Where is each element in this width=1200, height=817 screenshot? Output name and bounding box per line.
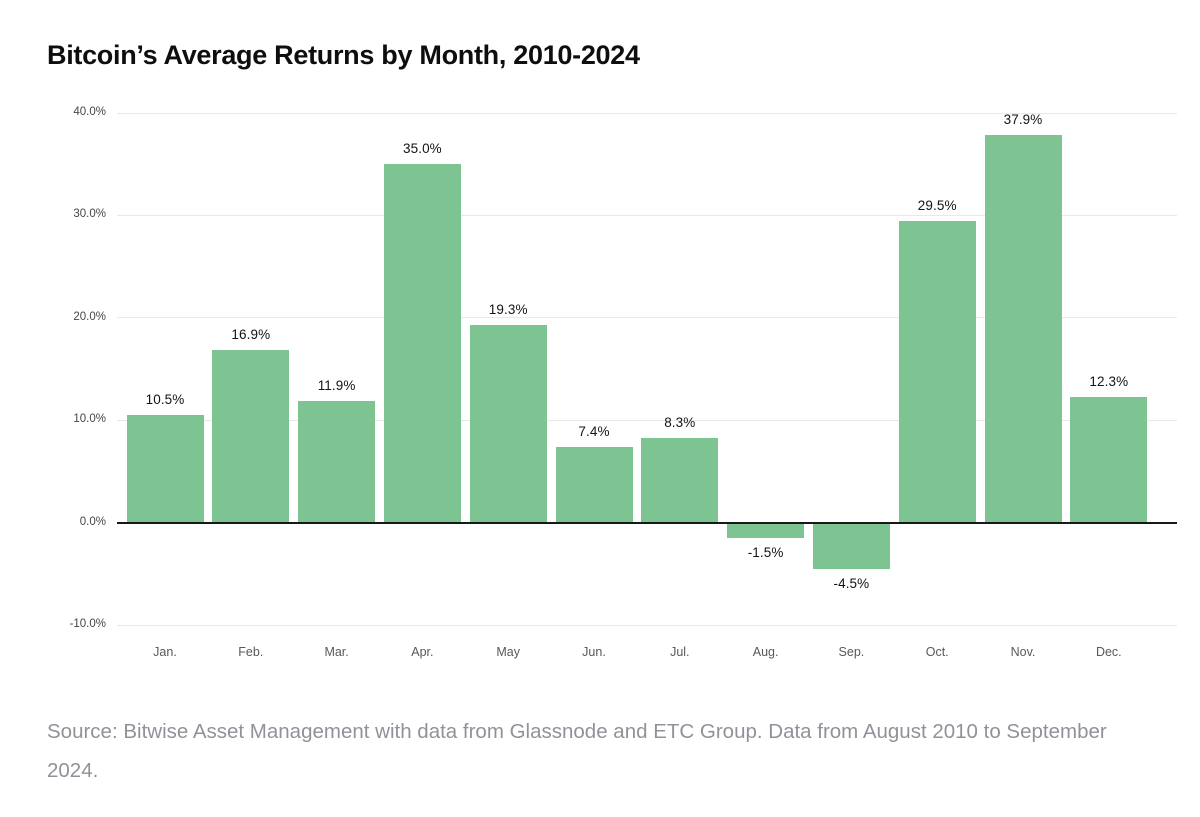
- bar-jul: [641, 437, 719, 523]
- x-tick-label: Dec.: [1095, 645, 1122, 659]
- bar-aug: [727, 522, 805, 538]
- bar-value-label: -1.5%: [747, 544, 784, 560]
- x-tick-label: Jun.: [582, 645, 606, 659]
- bar-apr: [383, 164, 461, 523]
- bar-mar: [298, 400, 376, 523]
- x-tick-label: Sep.: [838, 645, 865, 659]
- x-tick-label: Jul.: [670, 645, 690, 659]
- bar-feb: [212, 349, 290, 523]
- gridline: [117, 419, 1177, 421]
- bar-value-label: 29.5%: [917, 197, 957, 213]
- source-line-2: 2024.: [47, 759, 99, 782]
- bar-value-label: 7.4%: [578, 423, 610, 439]
- gridline: [117, 317, 1177, 319]
- bar-value-label: 37.9%: [1003, 111, 1043, 127]
- bar-oct: [898, 220, 976, 523]
- bar-value-label: 35.0%: [403, 141, 442, 157]
- bar-value-label: 12.3%: [1089, 373, 1129, 389]
- bar-value-label: 10.5%: [145, 392, 185, 408]
- bar-may: [469, 324, 547, 523]
- gridline: [117, 112, 1177, 114]
- y-tick-label: 20.0%: [73, 310, 106, 323]
- source-line-1: Source: Bitwise Asset Management with da…: [47, 720, 1107, 743]
- x-tick-label: Feb.: [238, 645, 264, 659]
- bar-nov: [984, 134, 1062, 523]
- y-tick-label: -10.0%: [69, 618, 106, 630]
- y-tick-label: 10.0%: [73, 413, 106, 426]
- zero-baseline: [117, 521, 1177, 524]
- bar-jan: [126, 415, 204, 523]
- bar-value-label: 19.3%: [488, 301, 528, 317]
- x-tick-label: Apr.: [411, 645, 434, 659]
- x-tick-label: Jan.: [153, 645, 177, 659]
- bar-jun: [555, 446, 633, 523]
- x-tick-label: Mar.: [324, 645, 349, 659]
- y-tick-label: 30.0%: [73, 208, 106, 221]
- bar-sep: [812, 522, 890, 569]
- bar-value-label: 16.9%: [231, 326, 271, 342]
- source-note: Source: Bitwise Asset Management with da…: [47, 712, 1107, 790]
- bar-dec: [1070, 396, 1148, 523]
- bar-value-label: 11.9%: [317, 377, 356, 393]
- bar-value-label: 8.3%: [664, 414, 696, 430]
- y-tick-label: 40.0%: [73, 106, 106, 118]
- x-tick-label: Nov.: [1010, 645, 1036, 659]
- gridline: [117, 624, 1177, 626]
- chart-title: Bitcoin’s Average Returns by Month, 2010…: [47, 40, 640, 70]
- x-tick-label: May: [496, 645, 520, 659]
- y-tick-label: 0.0%: [79, 515, 106, 528]
- bar-value-label: -4.5%: [833, 575, 870, 591]
- x-tick-label: Aug.: [752, 645, 779, 659]
- x-tick-label: Oct.: [925, 645, 949, 659]
- gridline: [117, 214, 1177, 216]
